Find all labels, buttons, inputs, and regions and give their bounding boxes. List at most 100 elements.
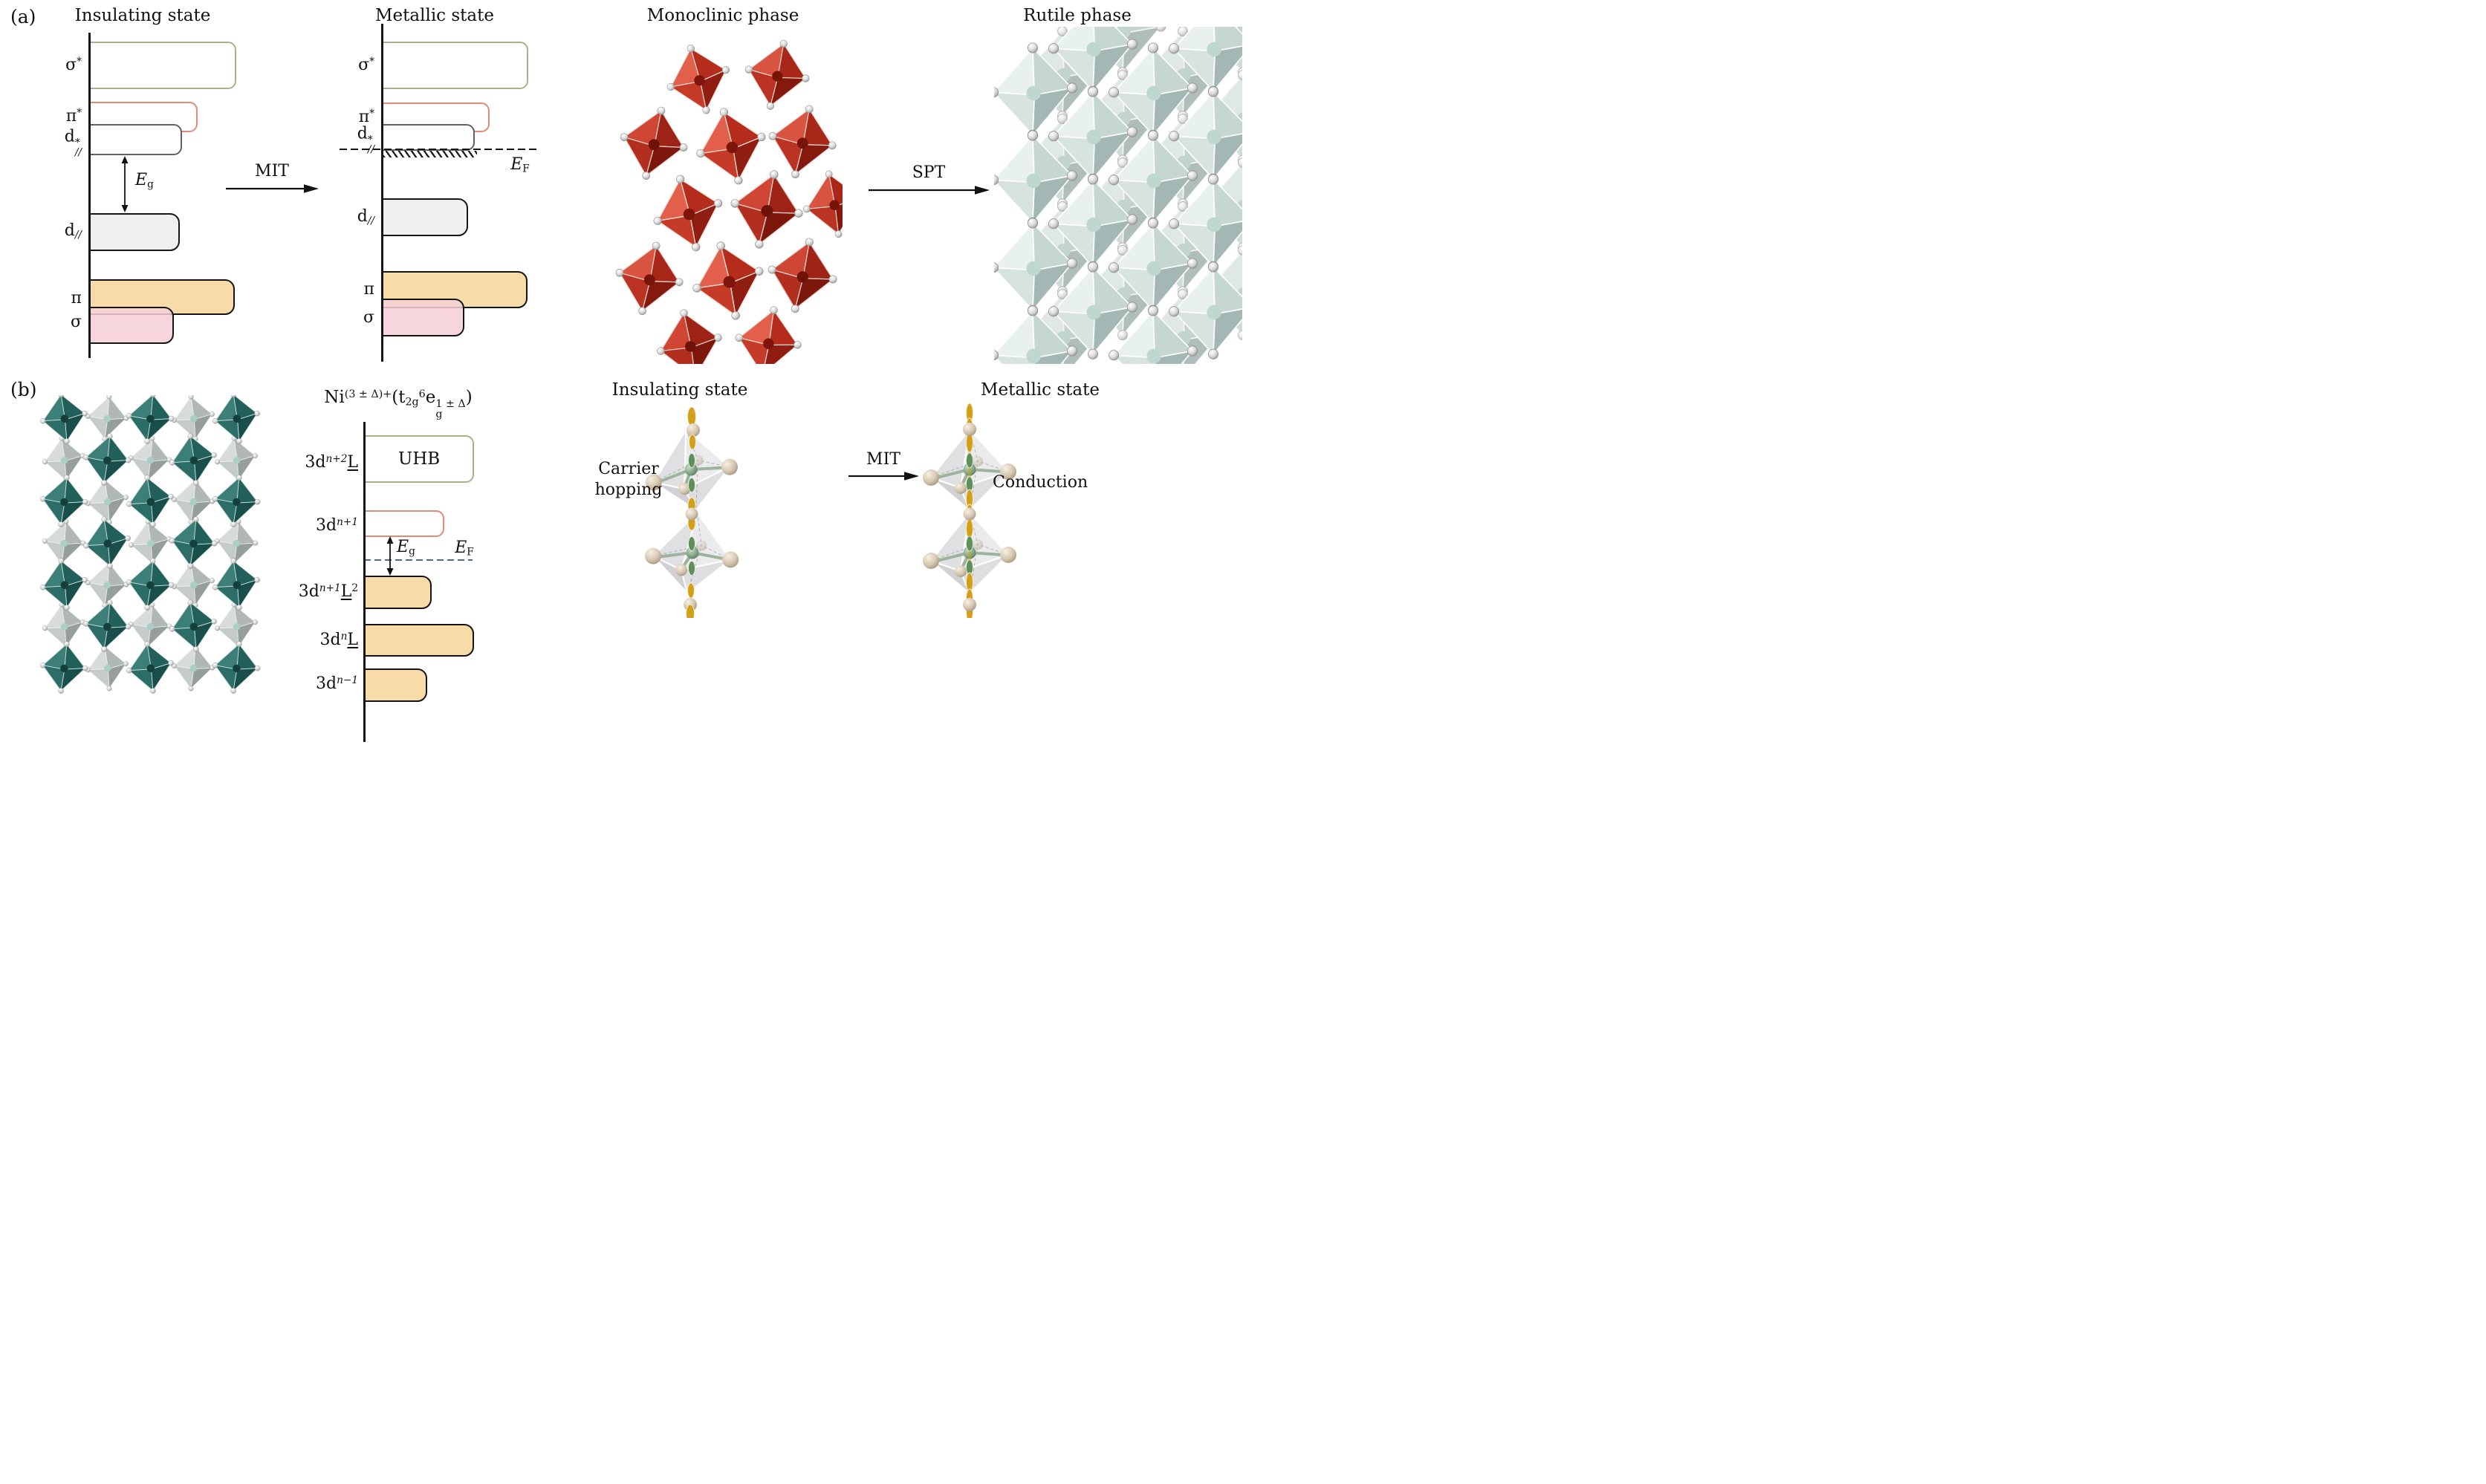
band-3dn-1 xyxy=(364,668,427,702)
fermi-label-a: EF xyxy=(510,155,530,175)
octahedron xyxy=(209,555,263,614)
band-label-d-parallel-star-ins: d *// xyxy=(64,127,82,159)
octahedron xyxy=(611,99,695,188)
figure-root: (a) Insulating state Metallic state Mono… xyxy=(0,0,1243,742)
gap-label-insulating: Eg xyxy=(135,171,154,191)
octahedron xyxy=(209,472,263,530)
band-label-d-parallel-ins: d// xyxy=(64,221,82,241)
octahedron xyxy=(166,430,221,489)
monoclinic-octahedra xyxy=(611,33,843,364)
metallic-title-a: Metallic state xyxy=(375,6,494,25)
spt-label: SPT xyxy=(912,163,946,182)
band-3dn1 xyxy=(364,510,444,537)
band-sigma-star-insulating xyxy=(89,42,236,89)
nickelate-structure xyxy=(40,395,263,697)
level-label-3dn-1: 3dn−1 xyxy=(316,674,358,693)
octahedron xyxy=(169,641,218,694)
octahedron xyxy=(82,475,132,527)
octahedron xyxy=(166,596,221,655)
band-label-pi-star-ins: π* xyxy=(65,107,82,126)
mit-arrow-b xyxy=(848,472,919,481)
band-label-sigma-met: σ xyxy=(363,308,374,327)
band-3dnL xyxy=(364,624,474,657)
octahedron xyxy=(40,638,91,697)
band-label-sigma-star-met: σ* xyxy=(358,56,374,74)
band-d-parallel-star-metallic xyxy=(382,124,475,151)
orbital-chain xyxy=(963,403,976,618)
band-uhb: UHB xyxy=(364,435,474,483)
band-label-sigma-ins: σ xyxy=(70,313,82,331)
energy-axis-metallic xyxy=(381,24,383,362)
uhb-label: UHB xyxy=(397,449,441,469)
octahedron xyxy=(79,596,134,655)
level-label-3dn1L2: 3dn+1L2 xyxy=(298,582,358,601)
panel-b-label: (b) xyxy=(10,379,37,400)
band-d-parallel-insulating xyxy=(89,213,180,251)
metallic-octahedra-pair xyxy=(921,403,1018,618)
fermi-level-line-b xyxy=(364,559,473,562)
octahedron xyxy=(738,33,817,117)
mit-label-b: MIT xyxy=(866,450,900,469)
band-label-pi-star-met: π* xyxy=(358,108,374,126)
octahedron xyxy=(650,303,729,364)
insulating-octahedra-pair xyxy=(637,406,746,618)
fermi-label-b: EF xyxy=(455,538,474,559)
octahedron xyxy=(40,516,88,569)
monoclinic-title: Monoclinic phase xyxy=(646,6,799,25)
metallic-title-b: Metallic state xyxy=(981,380,1100,400)
band-label-pi-met: π xyxy=(363,280,374,299)
mit-arrow-a xyxy=(226,184,319,193)
octahedron xyxy=(82,641,132,694)
octahedron xyxy=(79,513,134,572)
level-label-3dnL: 3dnL xyxy=(319,631,358,649)
panel-a-label: (a) xyxy=(10,6,36,27)
insulating-title-a: Insulating state xyxy=(74,6,211,25)
carrier-hopping-label: Carrier hopping xyxy=(594,460,663,499)
octahedron xyxy=(123,638,178,697)
energy-axis-insulating xyxy=(88,33,91,358)
octahedron xyxy=(169,475,218,527)
octahedron xyxy=(166,513,221,572)
orbital-lobes xyxy=(684,406,700,618)
energy-axis-b xyxy=(363,422,366,742)
band-gap-arrow-b xyxy=(386,536,394,576)
band-gap-arrow-insulating xyxy=(121,156,129,212)
octahedron xyxy=(40,555,91,614)
octahedron xyxy=(797,166,843,243)
level-label-3dn2L: 3dn+2L xyxy=(305,453,358,472)
fermi-level-line-a xyxy=(340,149,540,151)
fermi-occupied-hatch xyxy=(383,151,477,157)
rutile-structure xyxy=(994,27,1242,364)
octahedron xyxy=(40,395,91,447)
octahedron xyxy=(611,235,691,322)
spt-arrow xyxy=(869,186,990,195)
octahedron xyxy=(169,558,218,611)
octahedron xyxy=(82,395,132,444)
band-sigma-metallic xyxy=(382,299,464,336)
octahedron xyxy=(123,555,178,614)
octahedron xyxy=(688,100,774,192)
band-label-sigma-star-ins: σ* xyxy=(65,56,82,74)
octahedron xyxy=(209,395,263,447)
octahedron xyxy=(123,472,178,530)
band-d-parallel-metallic xyxy=(382,198,468,236)
octahedron xyxy=(79,430,134,489)
rutile-title: Rutile phase xyxy=(1023,6,1132,25)
octahedron xyxy=(82,558,132,611)
band-label-pi-ins: π xyxy=(71,289,82,307)
band-sigma-star-metallic xyxy=(382,42,528,89)
octahedron xyxy=(209,638,263,697)
level-label-3dn1: 3dn+1 xyxy=(316,516,358,535)
band-3dn1L2 xyxy=(364,576,432,609)
conduction-label: Conduction xyxy=(993,473,1088,492)
gap-label-b: Eg xyxy=(397,538,415,558)
band-label-d-parallel-met: d// xyxy=(357,207,374,227)
octahedron xyxy=(169,395,218,444)
monoclinic-structure xyxy=(611,33,843,364)
insulating-title-b: Insulating state xyxy=(611,380,748,400)
mit-label-a: MIT xyxy=(255,162,289,180)
band-d-parallel-star-insulating xyxy=(89,124,182,155)
band-sigma-insulating xyxy=(89,307,174,344)
band-label-d-parallel-star-met: d *// xyxy=(357,124,374,156)
